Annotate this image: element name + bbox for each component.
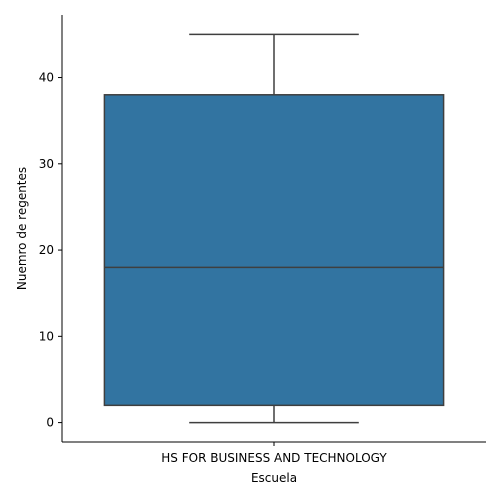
y-tick-label: 30 bbox=[39, 157, 54, 171]
y-tick-label: 20 bbox=[39, 243, 54, 257]
y-axis-ticks: 0 10 20 30 40 bbox=[39, 71, 62, 430]
box-iqr bbox=[103, 94, 445, 407]
y-tick-label: 40 bbox=[39, 71, 54, 85]
y-tick-label: 0 bbox=[46, 416, 54, 430]
x-axis-label: Escuela bbox=[251, 471, 297, 485]
plot-marks bbox=[103, 33, 445, 424]
y-tick-label: 10 bbox=[39, 329, 54, 343]
x-axis-ticks: HS FOR BUSINESS AND TECHNOLOGY bbox=[161, 442, 387, 465]
x-tick-label: HS FOR BUSINESS AND TECHNOLOGY bbox=[161, 451, 387, 465]
y-axis-label: Nuemro de regentes bbox=[15, 167, 29, 290]
